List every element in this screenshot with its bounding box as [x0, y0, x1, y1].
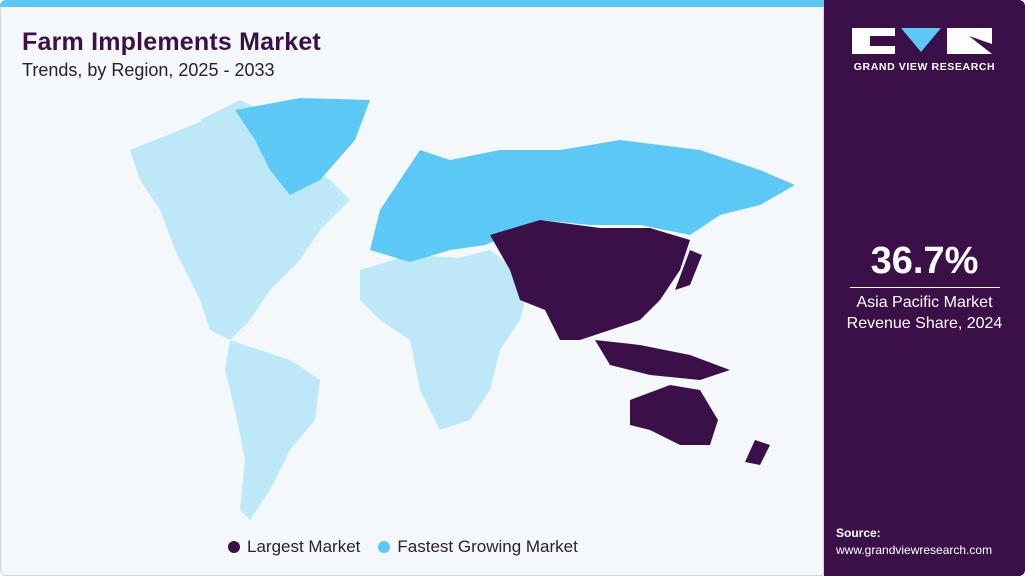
- brand-logo: [852, 28, 992, 54]
- market-share-label-line2: Revenue Share, 2024: [846, 315, 1003, 332]
- region-asia-pacific: [490, 220, 690, 340]
- page-title: Farm Implements Market: [22, 28, 321, 56]
- region-japan: [675, 250, 702, 290]
- market-share-label-line1: Asia Pacific Market: [856, 294, 993, 311]
- legend-item-fastest: Fastest Growing Market: [378, 537, 578, 557]
- market-share-label: Asia Pacific Market Revenue Share, 2024: [824, 292, 1025, 334]
- market-share-value: 36.7%: [870, 240, 979, 282]
- info-sidebar: GRAND VIEW RESEARCH 36.7% Asia Pacific M…: [824, 0, 1025, 576]
- region-asia-pacific-islands: [595, 340, 730, 380]
- world-map: [130, 98, 795, 520]
- source-label: Source:: [836, 526, 881, 540]
- page-subtitle: Trends, by Region, 2025 - 2033: [22, 60, 275, 80]
- brand-name: GRAND VIEW RESEARCH: [853, 61, 996, 73]
- region-europe: [370, 140, 795, 262]
- region-middle-east-africa: [360, 250, 530, 430]
- legend-item-largest: Largest Market: [228, 537, 360, 557]
- source-link[interactable]: www.grandviewresearch.com: [836, 543, 993, 557]
- region-new-zealand: [745, 440, 770, 465]
- divider: [850, 287, 1000, 288]
- legend-dot-fastest: [378, 541, 391, 553]
- region-australia: [630, 385, 718, 445]
- region-greenland: [235, 98, 370, 195]
- legend-dot-largest: [228, 541, 240, 553]
- region-latin-america: [225, 340, 320, 520]
- legend-label: Fastest Growing Market: [397, 537, 578, 556]
- legend-label: Largest Market: [247, 537, 361, 556]
- accent-bar: [0, 0, 824, 7]
- legend: Largest Market Fastest Growing Market: [228, 537, 578, 557]
